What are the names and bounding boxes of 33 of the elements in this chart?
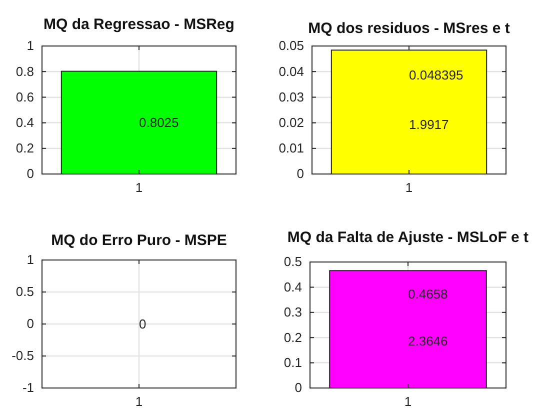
y-tick-label: 0.03 <box>278 89 304 104</box>
y-tick-label: 0.2 <box>284 330 302 345</box>
annotation: 2.3646 <box>408 334 448 349</box>
y-tick-label: 0.04 <box>278 64 304 79</box>
annotation: 1.9917 <box>409 116 449 132</box>
y-tick-label: 0 <box>26 316 34 332</box>
y-tick-label: 0.1 <box>284 354 302 370</box>
y-tick-label: 0.02 <box>278 114 304 130</box>
y-tick-label: 0 <box>26 166 34 182</box>
y-tick-label: 1 <box>26 252 34 268</box>
chart-title: MQ da Falta de Ajuste - MSLoF e t <box>287 229 529 246</box>
y-tick-label: -1 <box>22 380 34 396</box>
chart-title: MQ do Erro Puro - MSPE <box>51 232 227 249</box>
y-tick-label: 0.4 <box>284 279 302 294</box>
y-tick-label: 0 <box>296 166 304 182</box>
data-label: 0 <box>139 316 146 332</box>
y-tick-label: -0.5 <box>12 348 34 364</box>
y-tick-label: 0.6 <box>16 89 34 104</box>
y-tick-label: 0.05 <box>278 38 304 54</box>
y-tick-label: 0.5 <box>16 284 34 300</box>
y-tick-label: 0.4 <box>16 114 34 130</box>
data-label: 0.4658 <box>408 286 448 302</box>
y-tick-label: 1 <box>26 38 34 54</box>
y-tick-label: 0.8 <box>16 64 34 79</box>
y-tick-label: 0.01 <box>278 140 304 156</box>
data-label: 0.8025 <box>139 115 179 130</box>
y-tick-label: 0.3 <box>284 304 302 320</box>
data-label: 0.048395 <box>409 67 464 82</box>
y-tick-label: 0.5 <box>284 254 302 270</box>
chart-title: MQ dos residuos - MSres e t <box>308 20 510 37</box>
chart-title: MQ da Regressao - MSReg <box>44 16 234 33</box>
y-tick-label: 0.2 <box>16 140 34 156</box>
y-tick-label: 0 <box>294 380 302 396</box>
